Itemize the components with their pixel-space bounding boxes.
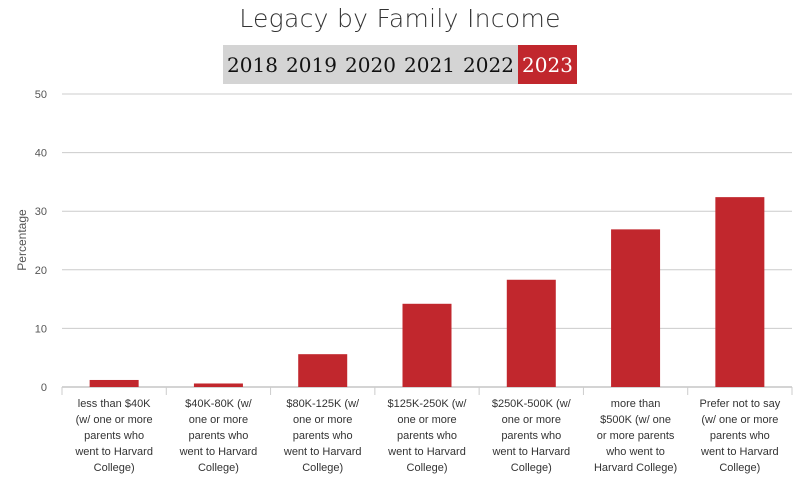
chart-title: Legacy by Family Income [239, 4, 561, 33]
y-tick-label: 40 [35, 148, 47, 160]
y-tick-label: 0 [41, 382, 47, 394]
x-tick-label: more than $500K (w/ one or more parents who… [594, 398, 677, 474]
x-tick-label: $125K-250K (w/one or more parents who went… [387, 398, 467, 474]
y-tick-label: 50 [35, 89, 47, 101]
year-tabs: 2018 2019 2020 2021 2022 2023 [223, 45, 577, 84]
bar-7 [715, 197, 765, 387]
tab-2021[interactable]: 2021 [404, 53, 455, 77]
x-tick-label: less than $40K (w/ one or more parents who… [74, 398, 153, 474]
bar-5 [506, 279, 556, 387]
y-tick-label: 30 [35, 206, 47, 218]
tab-2019[interactable]: 2019 [286, 53, 337, 77]
x-tick-label: $250K-500K (w/one or more parents who went… [491, 398, 571, 474]
bar-4 [402, 303, 452, 387]
x-tick-label: $80K-125K (w/one or more parents who went … [283, 398, 362, 474]
x-tick-label: $40K-80K (w/one or more parents who went t… [179, 398, 258, 474]
tab-2020[interactable]: 2020 [345, 53, 396, 77]
tab-2018[interactable]: 2018 [227, 53, 278, 77]
tab-2022[interactable]: 2022 [463, 53, 514, 77]
y-tick-label: 20 [35, 265, 47, 277]
bar-3 [298, 354, 348, 387]
bar-1 [89, 379, 139, 387]
tab-2023[interactable]: 2023 [518, 45, 577, 84]
x-tick-label: Prefer not to say (w/ one or more parents … [699, 398, 780, 474]
y-tick-label: 10 [35, 323, 47, 335]
bar-2 [193, 383, 243, 387]
bar-6 [611, 229, 661, 387]
